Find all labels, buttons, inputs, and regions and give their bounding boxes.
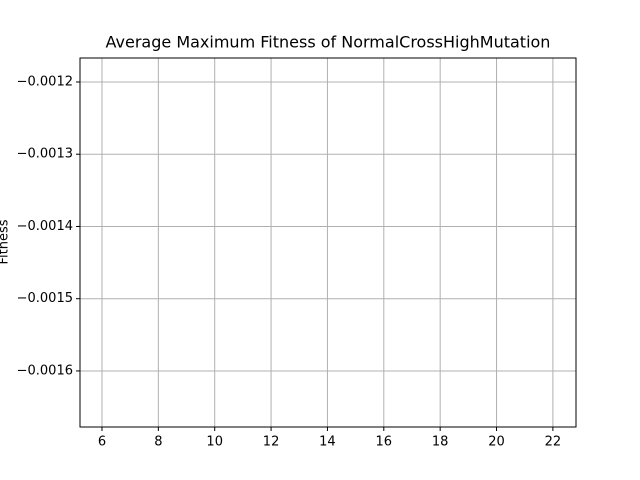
x-tick-label: 20: [488, 435, 505, 450]
y-tick-label: −0.0014: [17, 219, 73, 234]
y-tick-label: −0.0016: [17, 363, 73, 378]
y-axis-label: Fitness: [0, 219, 12, 264]
x-tick-label: 18: [432, 435, 449, 450]
y-tick-label: −0.0015: [17, 291, 73, 306]
x-tick-label: 14: [319, 435, 336, 450]
plot-frame: [79, 57, 577, 428]
x-tick-label: 6: [98, 435, 106, 450]
x-tick-label: 10: [206, 435, 223, 450]
x-tick-label: 16: [376, 435, 393, 450]
y-tick-label: −0.0012: [17, 74, 73, 89]
x-tick-label: 22: [545, 435, 562, 450]
chart-title: Average Maximum Fitness of NormalCrossHi…: [106, 33, 551, 52]
y-tick-label: −0.0013: [17, 147, 73, 162]
x-tick-label: 12: [263, 435, 280, 450]
x-tick-label: 8: [154, 435, 162, 450]
